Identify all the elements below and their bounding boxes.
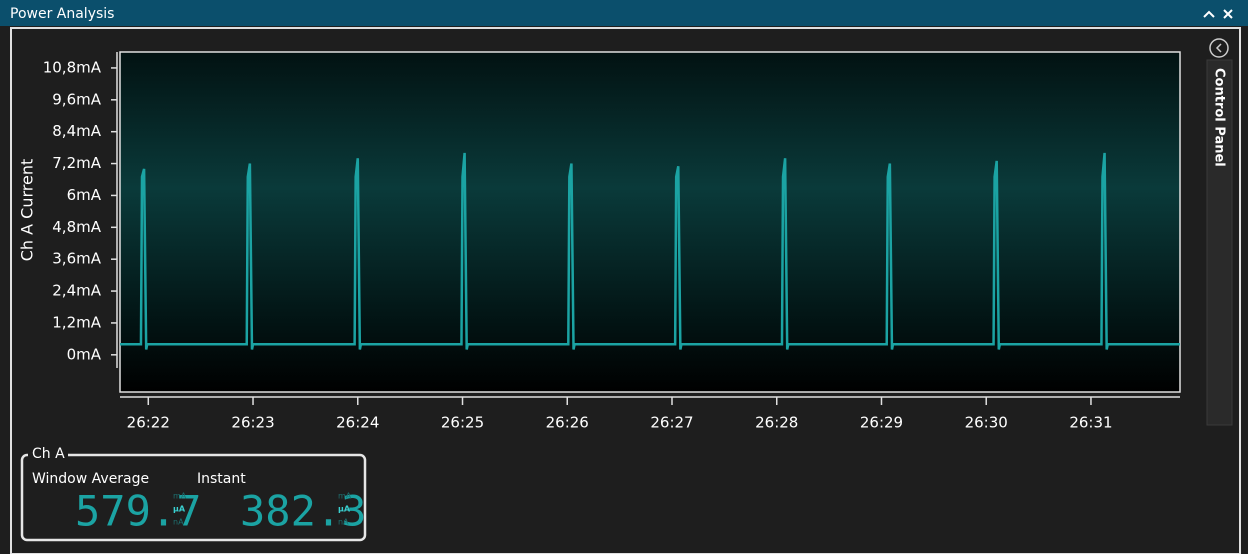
- x-tick-label: 26:24: [336, 414, 379, 432]
- close-button[interactable]: [1223, 9, 1233, 19]
- y-tick-label: 6mA: [67, 186, 102, 204]
- y-tick-label: 8,4mA: [52, 122, 101, 140]
- meter-unit: µA: [338, 505, 351, 514]
- y-axis-label: Ch A Current: [18, 159, 37, 262]
- y-tick-label: 9,6mA: [52, 90, 101, 108]
- current-trace: [120, 152, 1180, 350]
- meter-unit: nA: [173, 518, 184, 527]
- x-tick-label: 26:28: [755, 414, 798, 432]
- collapse-button[interactable]: [1203, 10, 1215, 18]
- meter-unit: nA: [338, 518, 349, 527]
- title-bar: [0, 0, 1248, 26]
- x-tick-label: 26:25: [441, 414, 484, 432]
- x-tick-label: 26:29: [860, 414, 903, 432]
- y-tick-label: 4,8mA: [52, 218, 101, 236]
- control-panel-toggle[interactable]: [1209, 38, 1229, 58]
- meter-unit: mA: [338, 492, 352, 501]
- meter-unit: mA: [173, 492, 187, 501]
- instant-label: Instant: [197, 471, 246, 487]
- window-average-value: 579.7: [75, 487, 201, 536]
- x-tick-label: 26:26: [546, 414, 589, 432]
- y-tick-label: 3,6mA: [52, 250, 101, 268]
- control-panel-label[interactable]: Control Panel: [1212, 68, 1227, 167]
- instant-value: 382.3: [240, 487, 366, 536]
- x-tick-label: 26:22: [127, 414, 170, 432]
- control-panel-strip[interactable]: [1206, 59, 1233, 426]
- meter-caption-gap: [28, 446, 68, 462]
- window-frame: [10, 27, 1241, 554]
- plot-area: [119, 51, 1181, 393]
- x-tick-label: 26:30: [965, 414, 1008, 432]
- y-tick-label: 0mA: [67, 345, 102, 363]
- y-tick-label: 7,2mA: [52, 154, 101, 172]
- x-tick-label: 26:27: [650, 414, 693, 432]
- x-tick-label: 26:31: [1069, 414, 1112, 432]
- x-tick-label: 26:23: [231, 414, 274, 432]
- meter-channel: Ch A: [32, 446, 65, 462]
- y-tick-label: 2,4mA: [52, 282, 101, 300]
- meter-unit: µA: [173, 505, 186, 514]
- y-tick-label: 1,2mA: [52, 313, 101, 331]
- meter-box: [20, 453, 367, 542]
- window-title: Power Analysis: [10, 6, 114, 22]
- toggle-arrow: [1215, 43, 1222, 53]
- window-average-label: Window Average: [32, 471, 149, 487]
- y-tick-label: 10,8mA: [43, 58, 102, 76]
